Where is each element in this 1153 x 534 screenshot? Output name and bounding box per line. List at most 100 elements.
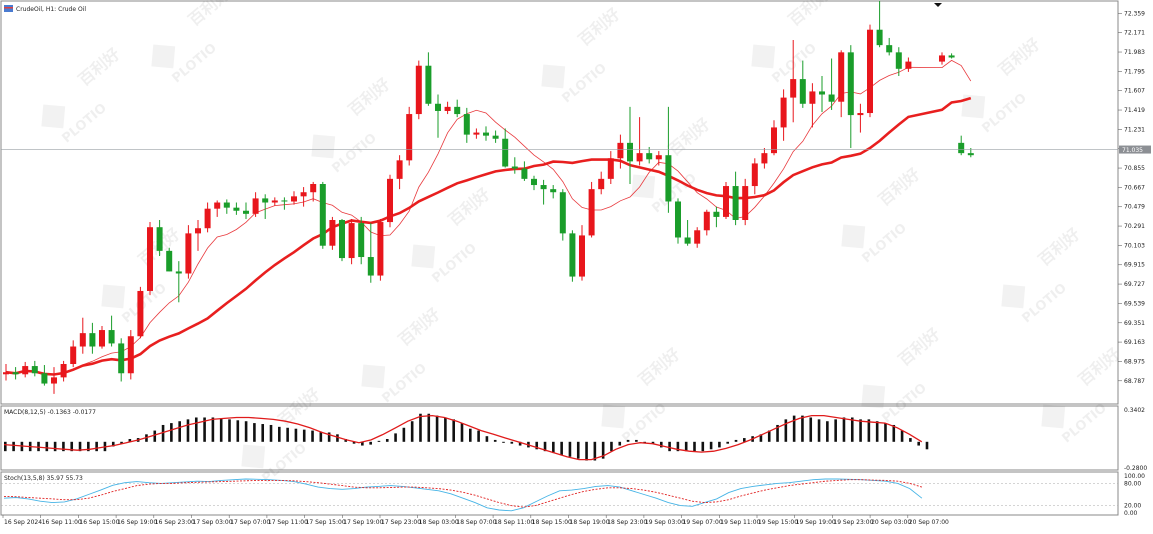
- candle-body: [70, 346, 77, 364]
- macd-histogram-bar: [361, 441, 364, 446]
- candle-body: [665, 155, 672, 202]
- candle-body: [694, 230, 701, 244]
- price-tick-label: 69.915: [1124, 262, 1145, 269]
- macd-histogram-bar: [410, 421, 414, 442]
- candle-body: [876, 29, 883, 46]
- macd-histogram-bar: [651, 441, 655, 444]
- watermark-diamond: [151, 44, 176, 69]
- macd-histogram-bar: [377, 440, 381, 442]
- candle-body: [684, 237, 691, 244]
- stoch-tick-label: 100.00: [1124, 473, 1145, 480]
- macd-histogram-bar: [535, 441, 539, 450]
- watermark-diamond: [541, 64, 566, 89]
- candle-body: [531, 178, 537, 186]
- price-tick-label: 72.171: [1124, 30, 1145, 37]
- time-tick-label: 19 Sep 03:00: [645, 519, 685, 526]
- candle-body: [857, 113, 864, 116]
- stoch-signal-line: [3, 479, 923, 508]
- watermark-diamond: [311, 134, 336, 159]
- candle-body: [473, 132, 480, 135]
- shift-marker-icon[interactable]: [934, 3, 942, 7]
- macd-panel-frame: [0, 405, 1119, 471]
- macd-histogram-bar: [643, 441, 646, 443]
- candle-body: [377, 222, 384, 276]
- macd-histogram-bar: [834, 419, 837, 442]
- price-tick-label: 70.479: [1124, 204, 1145, 211]
- macd-histogram-bar: [676, 441, 680, 452]
- stoch-tick-label: 0.00: [1124, 510, 1138, 517]
- macd-histogram-bar: [576, 441, 580, 459]
- candle-body: [204, 208, 211, 229]
- candle-body: [22, 366, 29, 375]
- macd-histogram-bar: [502, 441, 505, 443]
- candle-body: [627, 142, 633, 162]
- macd-histogram-bar: [767, 430, 771, 442]
- candle-body: [939, 55, 945, 62]
- time-tick-label: 19 Sep 19:00: [796, 519, 836, 526]
- macd-histogram-bar: [892, 424, 896, 442]
- macd-histogram-bar: [228, 419, 231, 442]
- time-tick-label: 20 Sep 07:00: [909, 519, 949, 526]
- macd-histogram-bar: [618, 441, 622, 446]
- current-price-badge: [1119, 145, 1151, 154]
- candle-body: [867, 29, 873, 114]
- candle-body: [886, 45, 893, 53]
- macd-histogram-bar: [850, 417, 854, 442]
- macd-histogram-bar: [469, 428, 472, 442]
- candle-body: [156, 227, 163, 251]
- macd-histogram-bar: [867, 419, 871, 442]
- macd-histogram-bar: [875, 421, 879, 442]
- candle-body: [339, 220, 345, 259]
- macd-histogram-bar: [859, 419, 862, 442]
- macd-histogram-bar: [219, 418, 223, 442]
- macd-histogram-bar: [311, 430, 314, 442]
- candle-body: [348, 223, 355, 259]
- price-tick-label: 70.291: [1124, 223, 1145, 230]
- macd-histogram-bar: [78, 441, 82, 452]
- candle-body: [31, 366, 38, 374]
- macd-histogram-bar: [635, 439, 638, 442]
- macd-histogram-bar: [593, 441, 597, 461]
- macd-histogram-bar: [718, 441, 721, 448]
- candle-body: [809, 91, 816, 104]
- watermark-diamond: [861, 384, 886, 409]
- macd-histogram-bar: [485, 436, 489, 442]
- macd-histogram-bar: [842, 417, 846, 442]
- candle-body: [435, 103, 441, 111]
- macd-histogram-bar: [518, 441, 522, 446]
- time-tick-label: 18 Sep 23:00: [607, 519, 647, 526]
- ma-fast-line: [5, 59, 972, 375]
- candle-body: [819, 91, 825, 95]
- candle-body: [771, 127, 777, 154]
- price-tick-label: 70.103: [1124, 242, 1145, 249]
- candle-body: [703, 211, 710, 231]
- macd-histogram-bar: [435, 415, 439, 442]
- macd-histogram-bar: [186, 419, 190, 442]
- candle-body: [127, 336, 134, 374]
- candle-body: [895, 52, 902, 69]
- candle-body: [454, 106, 461, 115]
- watermark-diamond: [361, 364, 386, 389]
- price-tick-label: 69.351: [1124, 320, 1145, 327]
- time-tick-label: 18 Sep 15:00: [532, 519, 572, 526]
- macd-histogram-bar: [709, 441, 713, 450]
- macd-histogram-bar: [826, 421, 829, 442]
- time-tick-label: 16 Sep 2024: [4, 519, 42, 526]
- macd-histogram-bar: [726, 441, 730, 444]
- price-tick-label: 70.667: [1124, 184, 1145, 191]
- macd-histogram-bar: [585, 441, 588, 461]
- candle-body: [166, 250, 173, 272]
- candle-body: [415, 65, 422, 115]
- macd-histogram-bar: [45, 441, 49, 452]
- macd-histogram-bar: [659, 441, 663, 448]
- macd-histogram-bar: [402, 427, 406, 442]
- watermark-diamond: [841, 224, 866, 249]
- macd-histogram-bar: [809, 417, 813, 442]
- macd-histogram-bar: [236, 420, 240, 442]
- macd-histogram-bar: [817, 419, 821, 442]
- watermark-diamond: [41, 104, 66, 129]
- watermark-diamond: [751, 44, 776, 69]
- macd-histogram-bar: [385, 439, 389, 442]
- macd-histogram-bar: [369, 441, 372, 445]
